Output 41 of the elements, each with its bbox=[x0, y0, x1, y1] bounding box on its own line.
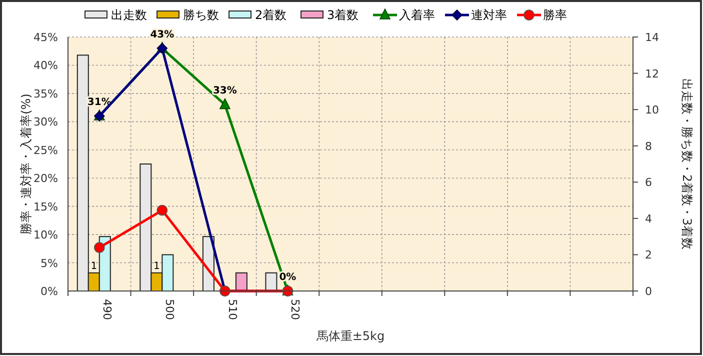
x-tick-label: 510 bbox=[226, 299, 239, 320]
bar bbox=[265, 272, 278, 292]
y2-tick-label: 8 bbox=[645, 140, 652, 153]
point bbox=[94, 242, 105, 253]
data-label: 33% bbox=[212, 86, 237, 97]
y2-tick-label: 4 bbox=[645, 212, 652, 226]
y-tick-label: 35% bbox=[34, 87, 58, 100]
legend-label: 勝率 bbox=[543, 8, 567, 22]
legend-label: 入着率 bbox=[399, 8, 435, 22]
y-tick-label: 10% bbox=[34, 228, 58, 242]
y2-tick-label: 12 bbox=[645, 67, 659, 80]
y-axis-title: 勝率・連対率・入着率(%) bbox=[19, 94, 33, 234]
x-tick-label: 490 bbox=[100, 299, 114, 320]
y2-axis-title: 出走数・勝ち数・2着数・3着数 bbox=[680, 78, 694, 250]
y2-tick-label: 2 bbox=[645, 248, 652, 262]
point bbox=[156, 204, 168, 216]
y-tick-label: 40% bbox=[34, 59, 58, 72]
legend-label: 3着数 bbox=[327, 8, 359, 22]
data-label: 43% bbox=[150, 29, 174, 40]
y-tick-label: 0% bbox=[40, 285, 58, 298]
legend-label: 2着数 bbox=[255, 8, 287, 22]
x-tick-label: 500 bbox=[163, 299, 176, 320]
y-tick-label: 30% bbox=[34, 116, 58, 129]
point bbox=[220, 98, 230, 110]
y2-tick-label: 14 bbox=[645, 31, 659, 44]
y-tick-label: 25% bbox=[34, 144, 58, 157]
y-tick-label: 45% bbox=[34, 31, 58, 44]
y-tick-label: 20% bbox=[34, 172, 58, 186]
y2-tick-label: 10 bbox=[645, 104, 659, 117]
y-tick-label: 15% bbox=[34, 200, 58, 214]
legend-label: 出走数 bbox=[111, 8, 147, 22]
x-axis-title: 馬体重±5kg bbox=[315, 329, 385, 343]
y2-tick-label: 0 bbox=[645, 285, 652, 298]
legend-label: 勝ち数 bbox=[183, 8, 219, 22]
x-tick-label: 520 bbox=[288, 299, 302, 320]
y2-tick-label: 6 bbox=[645, 176, 652, 190]
data-label: 1 bbox=[90, 260, 98, 272]
bar bbox=[235, 272, 248, 292]
legend-label: 連対率 bbox=[471, 8, 507, 22]
y-tick-label: 5% bbox=[40, 256, 58, 270]
data-label: 1 bbox=[153, 260, 160, 272]
